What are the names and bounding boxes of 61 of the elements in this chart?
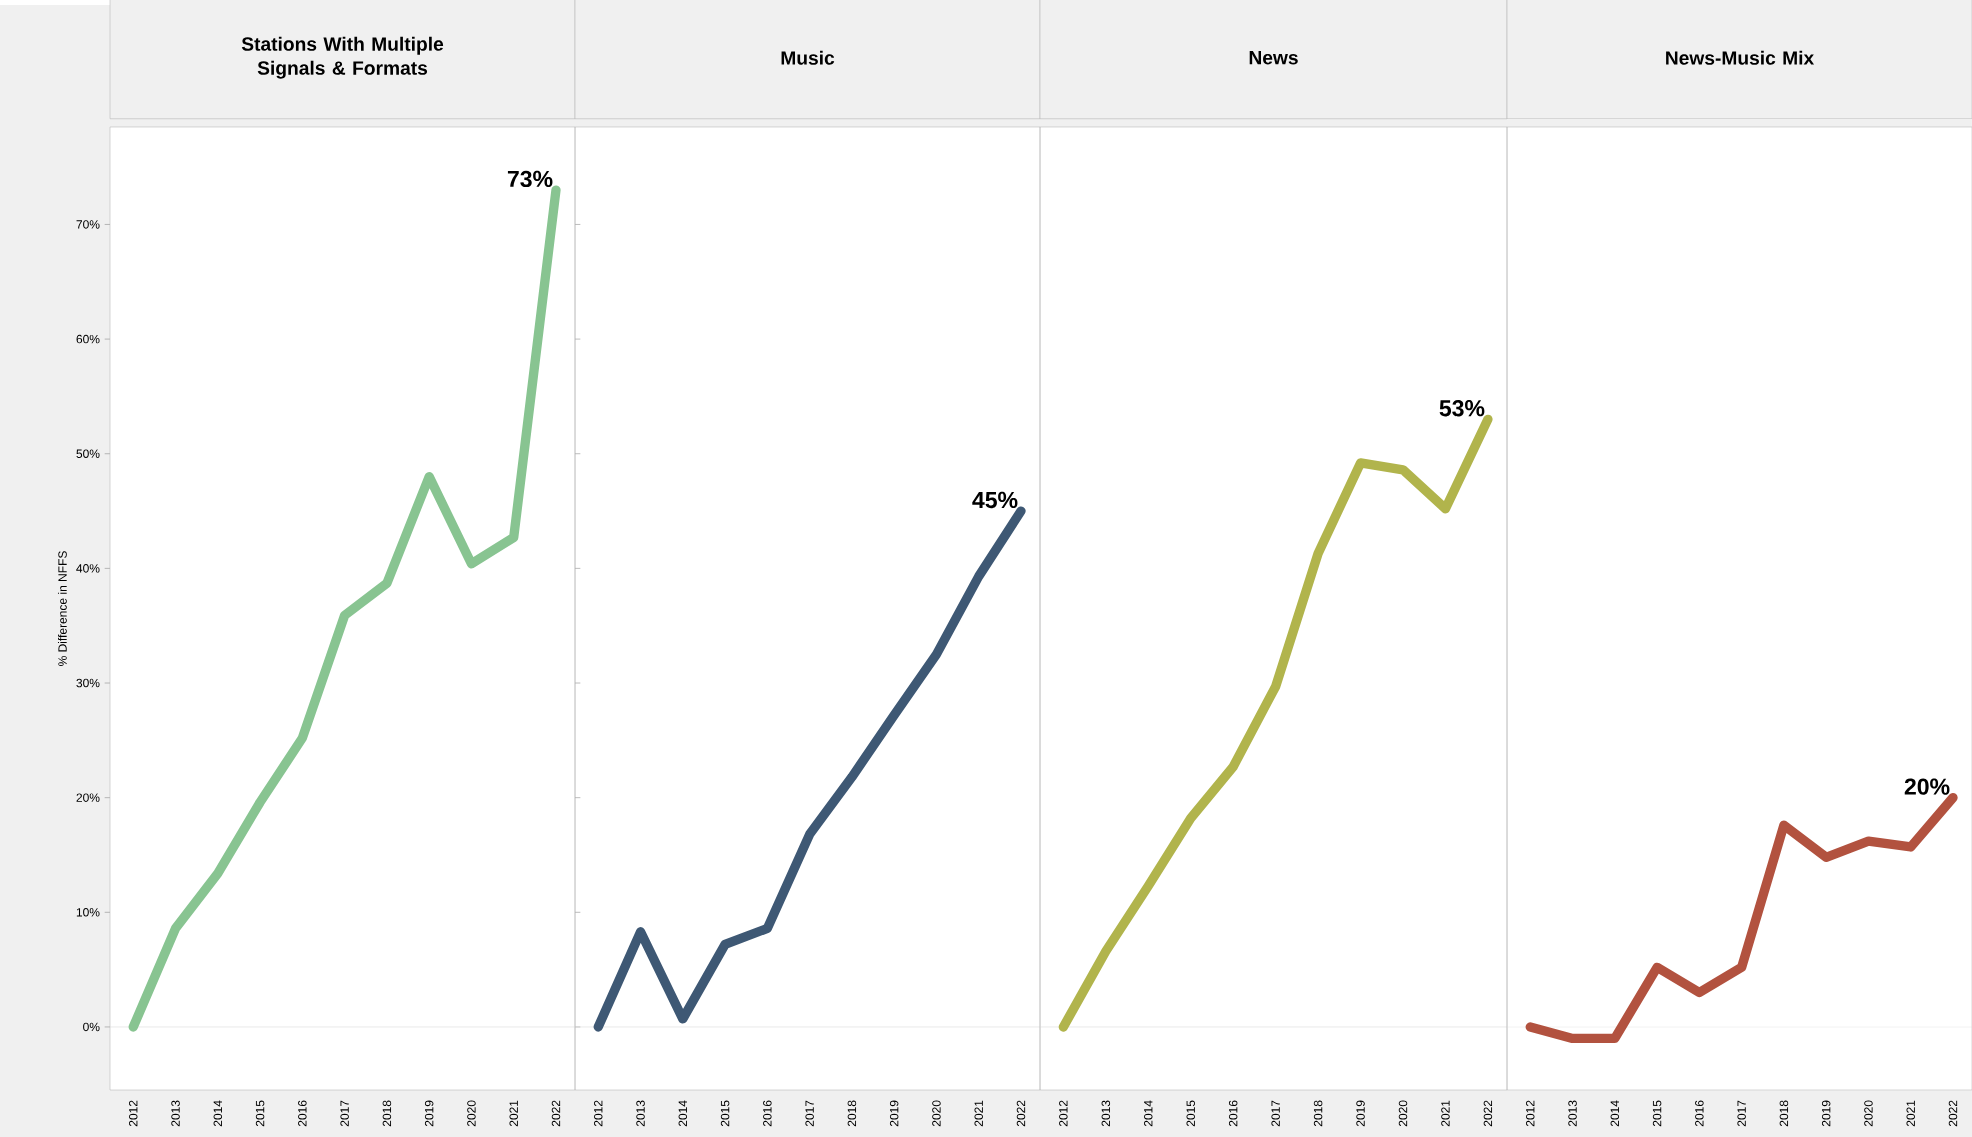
x-tick-label: 2017 <box>1271 1100 1280 1127</box>
y-tick-label: 60% <box>76 334 100 344</box>
x-tick-label: 2014 <box>678 1100 688 1127</box>
x-tick-label: 2021 <box>1906 1100 1915 1127</box>
x-tick-label: 2018 <box>1313 1100 1323 1127</box>
x-tick-label: 2021 <box>974 1100 983 1127</box>
chart-title: Music <box>781 50 835 65</box>
data-label: 20% <box>1904 778 1950 795</box>
x-tick-label: 2013 <box>636 1100 645 1127</box>
x-tick-label: 2017 <box>805 1100 814 1127</box>
x-tick-label: 2013 <box>1101 1100 1111 1127</box>
chart-title: News <box>1249 51 1298 65</box>
data-label: 73% <box>507 170 553 188</box>
x-tick-label: 2020 <box>467 1100 476 1127</box>
y-tick-label: 0% <box>83 1022 100 1032</box>
y-tick-label: 70% <box>76 220 100 229</box>
y-tick-label: 20% <box>76 793 100 802</box>
x-tick-label: 2014 <box>213 1100 223 1127</box>
x-tick-label: 2018 <box>1779 1100 1789 1127</box>
x-tick-label: 2016 <box>298 1100 307 1127</box>
x-tick-label: 2017 <box>1737 1100 1746 1127</box>
x-tick-label: 2012 <box>1059 1100 1068 1127</box>
x-tick-label: 2013 <box>1568 1100 1577 1127</box>
x-tick-label: 2021 <box>509 1100 518 1127</box>
x-tick-label: 2016 <box>1228 1100 1238 1127</box>
chart-title: News-Music Mix <box>1666 50 1815 65</box>
x-tick-label: 2015 <box>255 1100 265 1127</box>
x-tick-label: 2015 <box>1186 1100 1195 1127</box>
x-tick-label: 2015 <box>1652 1100 1662 1127</box>
x-tick-label: 2022 <box>551 1100 561 1127</box>
y-tick-label: 10% <box>76 908 100 917</box>
x-tick-label: 2018 <box>847 1100 857 1127</box>
x-tick-label: 2022 <box>1483 1100 1493 1127</box>
x-tick-label: 2020 <box>1864 1100 1873 1127</box>
x-tick-label: 2017 <box>340 1100 349 1127</box>
x-tick-label: 2019 <box>889 1100 899 1127</box>
x-tick-label: 2018 <box>382 1100 392 1127</box>
data-label: 45% <box>972 491 1018 509</box>
data-label: 53% <box>1439 400 1485 417</box>
x-tick-label: 2020 <box>932 1100 941 1127</box>
y-tick-label: 30% <box>76 678 100 688</box>
x-tick-label: 2020 <box>1398 1100 1408 1127</box>
x-tick-label: 2019 <box>424 1100 434 1127</box>
x-tick-label: 2022 <box>1016 1100 1026 1127</box>
x-tick-label: 2021 <box>1441 1100 1450 1127</box>
x-tick-label: 2012 <box>129 1100 138 1127</box>
x-tick-label: 2012 <box>1526 1100 1535 1127</box>
x-tick-label: 2016 <box>763 1100 772 1127</box>
y-axis-title: % Difference in NFFS <box>57 551 67 666</box>
x-tick-label: 2019 <box>1356 1100 1365 1127</box>
x-tick-label: 2014 <box>1144 1100 1153 1127</box>
x-tick-label: 2012 <box>594 1100 603 1127</box>
y-tick-label: 40% <box>76 564 100 573</box>
x-tick-label: 2013 <box>171 1100 180 1127</box>
x-tick-label: 2022 <box>1948 1100 1958 1127</box>
chart-title: Stations With Multiple Signals & Formats <box>241 36 444 79</box>
x-tick-label: 2014 <box>1610 1100 1620 1127</box>
x-tick-label: 2019 <box>1821 1100 1831 1127</box>
x-tick-label: 2015 <box>720 1100 730 1127</box>
x-tick-label: 2016 <box>1695 1100 1704 1127</box>
y-tick-label: 50% <box>76 449 100 458</box>
